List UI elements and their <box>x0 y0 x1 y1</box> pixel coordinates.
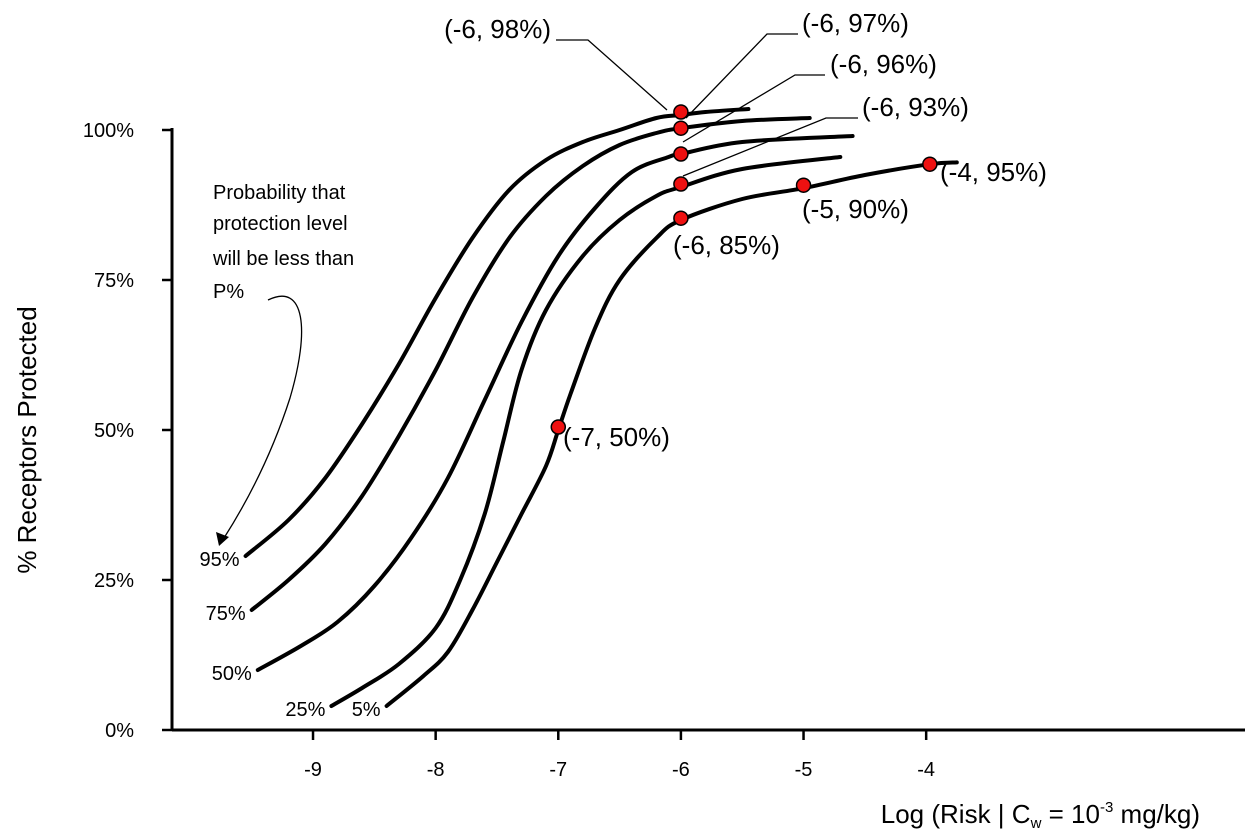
data-point-label: (-6, 85%) <box>673 230 780 260</box>
probability-note: Probability that protection level will b… <box>212 182 354 546</box>
note-arrow-line <box>223 295 303 539</box>
data-point <box>795 177 812 193</box>
curve-line-2 <box>249 116 812 612</box>
y-axis-label: % Receptors Protected <box>12 306 42 573</box>
data-point-label: (-7, 50%) <box>563 422 670 452</box>
note-line-3: will be less than <box>212 248 354 270</box>
curve-label-2: 75% <box>206 603 246 625</box>
data-point <box>673 104 689 120</box>
x-axis-label-sub: w <box>1030 815 1042 832</box>
data-point <box>673 176 689 192</box>
x-axis-label: Log (Risk | Cw = 10-3 mg/kg) <box>881 799 1200 832</box>
leader-lines <box>556 33 858 177</box>
curves <box>243 107 959 708</box>
curve-line-1 <box>243 107 751 558</box>
leader-line <box>685 33 798 119</box>
data-point-label: (-6, 96%) <box>830 49 937 79</box>
y-tick-label: 75% <box>94 270 134 292</box>
x-axis-label-sup: -3 <box>1100 799 1113 816</box>
leader-line <box>682 117 858 177</box>
x-axis-label-main: Log (Risk | C <box>881 799 1031 829</box>
curve-line-5 <box>384 160 959 708</box>
note-line-4: P% <box>213 281 244 303</box>
data-point-label: (-6, 97%) <box>802 8 909 38</box>
x-axis-label-tail: mg/kg) <box>1113 799 1200 829</box>
data-point <box>673 146 689 162</box>
note-line-1: Probability that <box>213 182 346 204</box>
y-tick-label: 50% <box>94 420 134 442</box>
leader-line <box>682 74 825 143</box>
data-point-label: (-6, 93%) <box>862 92 969 122</box>
y-ticks: 0% 25% 50% 75% 100% <box>83 120 172 742</box>
y-tick-label: 25% <box>94 570 134 592</box>
curve-labels: 95% 75% 50% 25% 5% <box>200 549 381 721</box>
note-arrow-head <box>216 532 229 546</box>
x-tick-label: -5 <box>795 759 813 781</box>
data-point <box>922 156 938 172</box>
data-point <box>673 120 689 136</box>
leader-line <box>556 39 668 111</box>
data-point-label: (-6, 98%) <box>444 14 551 44</box>
point-labels: (-6, 98%) (-6, 97%) (-6, 96%) (-6, 93%) (-6,… <box>444 8 1047 452</box>
data-points <box>550 104 938 435</box>
data-point <box>673 210 689 226</box>
data-point-label: (-5, 90%) <box>802 194 909 224</box>
data-point <box>550 419 567 435</box>
data-point-label: (-4, 95%) <box>940 157 1047 187</box>
note-line-2: protection level <box>213 213 348 235</box>
x-axis-label-mid: = 10 <box>1041 799 1100 829</box>
x-tick-label: -4 <box>917 759 935 781</box>
y-tick-label: 100% <box>83 120 134 142</box>
curve-label-5: 5% <box>352 699 381 721</box>
y-tick-label: 0% <box>105 720 134 742</box>
x-tick-label: -6 <box>672 759 690 781</box>
x-tick-label: -7 <box>549 759 567 781</box>
x-tick-label: -8 <box>427 759 445 781</box>
curve-label-1: 95% <box>200 549 240 571</box>
x-tick-label: -9 <box>304 759 322 781</box>
curve-label-3: 50% <box>212 663 252 685</box>
x-ticks: -9 -8 -7 -6 -5 -4 <box>304 730 935 781</box>
curve-label-4: 25% <box>285 699 325 721</box>
